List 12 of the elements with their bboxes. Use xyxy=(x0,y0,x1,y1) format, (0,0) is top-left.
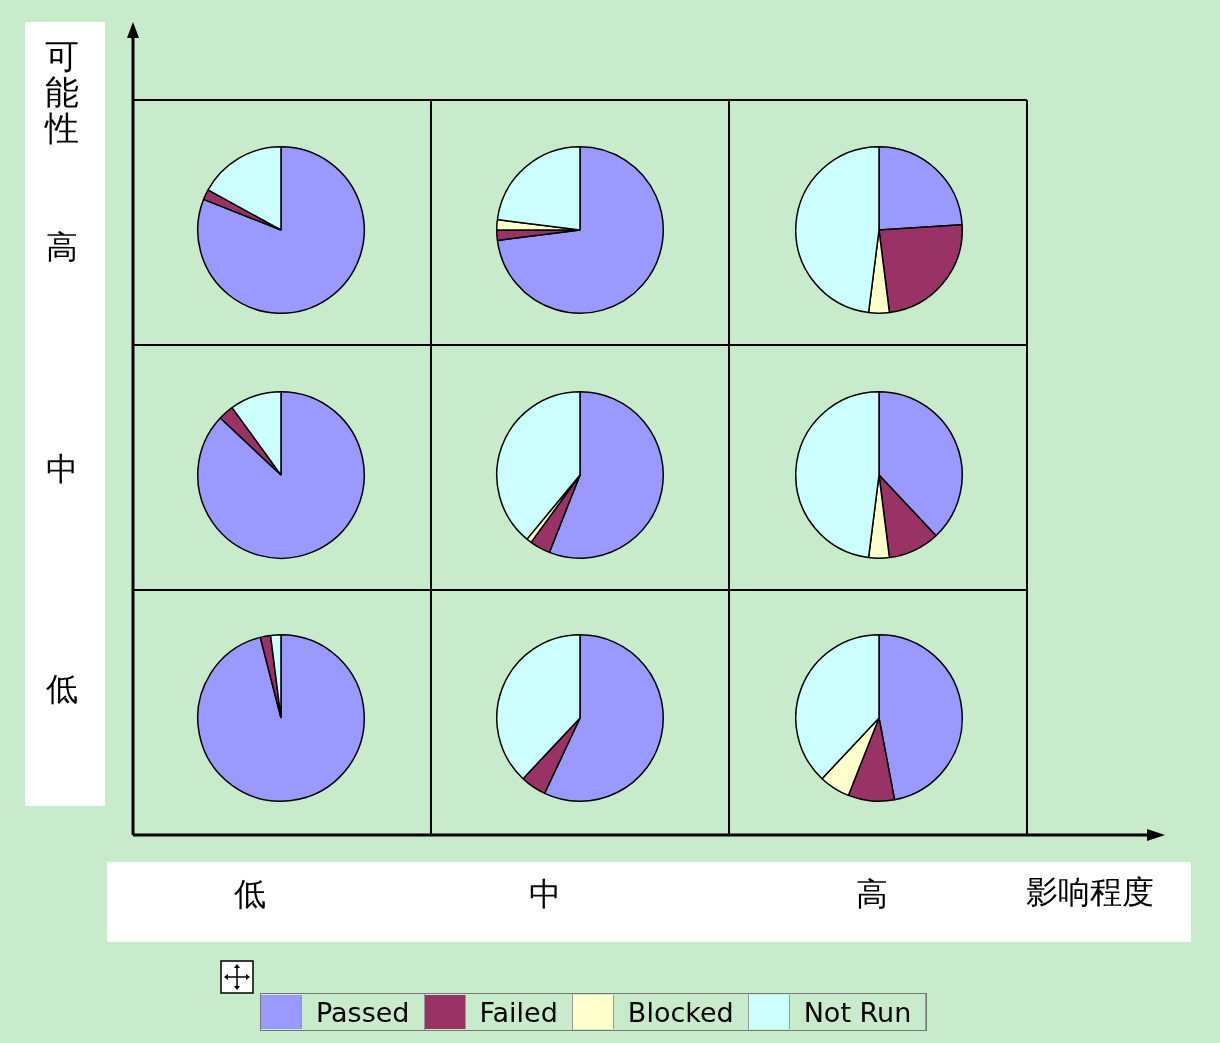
legend-label: Not Run xyxy=(802,996,913,1028)
text: 低 xyxy=(46,669,78,710)
text: 高 xyxy=(46,227,78,268)
text: 高 xyxy=(856,874,888,915)
text: 可能性 xyxy=(44,36,80,148)
text: 低 xyxy=(234,874,266,915)
legend-label: Blocked xyxy=(626,996,735,1028)
legend-label: Passed xyxy=(315,996,411,1028)
text: 中 xyxy=(46,449,78,490)
legend-label: Failed xyxy=(478,996,559,1028)
text: 中 xyxy=(529,874,561,915)
text: 影响程度 xyxy=(1026,872,1154,913)
